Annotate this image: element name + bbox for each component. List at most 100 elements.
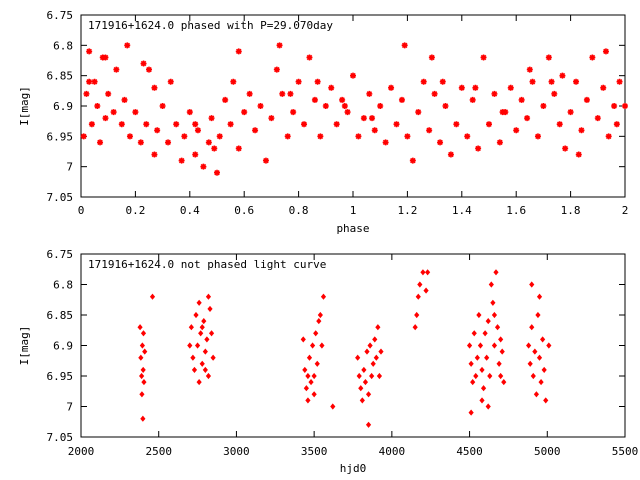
- x-tick-label: 5000: [534, 445, 561, 458]
- data-point: [548, 78, 555, 85]
- data-point: [279, 90, 286, 97]
- data-point: [320, 293, 327, 300]
- data-point: [372, 336, 378, 343]
- data-point: [458, 84, 465, 91]
- data-point: [622, 103, 628, 109]
- data-point: [211, 145, 218, 152]
- data-point: [589, 54, 596, 61]
- data-point: [567, 109, 574, 116]
- x-tick-label: 0: [78, 204, 85, 217]
- data-point: [491, 342, 498, 349]
- data-point: [208, 115, 215, 122]
- data-point: [188, 324, 194, 331]
- data-point: [199, 360, 205, 367]
- data-point: [102, 54, 109, 61]
- data-point: [540, 336, 546, 343]
- data-point: [149, 293, 156, 300]
- data-point: [187, 342, 193, 349]
- x-tick-label: 1.4: [452, 204, 472, 217]
- data-point: [518, 96, 525, 103]
- data-point: [494, 324, 501, 331]
- data-point: [377, 103, 384, 109]
- data-point: [499, 109, 506, 116]
- data-point: [204, 336, 210, 343]
- data-point: [491, 90, 498, 97]
- data-point: [583, 96, 590, 103]
- y-tick-label: 7: [66, 161, 73, 174]
- data-point: [193, 311, 199, 319]
- x-tick-label: 1.2: [397, 204, 417, 217]
- data-point: [602, 48, 609, 55]
- data-point: [137, 139, 144, 146]
- y-tick-label: 6.85: [47, 70, 74, 83]
- data-point: [230, 78, 237, 85]
- data-point: [532, 348, 538, 355]
- data-point: [276, 42, 283, 49]
- data-point: [102, 115, 109, 122]
- data-point: [94, 103, 101, 109]
- data-point: [167, 78, 174, 85]
- data-point: [317, 133, 324, 140]
- data-point: [498, 372, 504, 380]
- x-tick-label: 1.6: [506, 204, 526, 217]
- data-point: [214, 169, 220, 176]
- data-point: [118, 121, 125, 128]
- y-tick-label: 6.95: [47, 130, 74, 143]
- data-point: [198, 330, 204, 337]
- data-point: [137, 324, 143, 331]
- data-point: [227, 121, 234, 128]
- data-point: [235, 48, 242, 55]
- data-point: [205, 293, 212, 300]
- data-point: [479, 397, 485, 404]
- data-point: [356, 372, 362, 380]
- data-point: [447, 151, 454, 158]
- data-point: [311, 391, 317, 398]
- data-point: [306, 354, 313, 361]
- data-point: [526, 342, 532, 349]
- data-point: [466, 342, 473, 349]
- data-point: [578, 127, 585, 134]
- data-point: [477, 342, 484, 349]
- data-point: [314, 78, 321, 85]
- data-point: [192, 121, 199, 128]
- data-point: [382, 139, 389, 146]
- data-point: [190, 354, 196, 361]
- data-point: [468, 360, 474, 367]
- x-axis-label: hjd0: [340, 462, 367, 475]
- data-point: [535, 311, 541, 319]
- data-point: [367, 342, 373, 349]
- data-point: [480, 54, 487, 61]
- data-point: [306, 54, 313, 61]
- data-point: [529, 78, 536, 85]
- data-point: [186, 109, 193, 116]
- y-tick-label: 7: [66, 401, 73, 414]
- x-tick-label: 1.8: [561, 204, 581, 217]
- data-point: [425, 269, 431, 276]
- data-point: [479, 366, 485, 373]
- x-tick-label: 0.6: [234, 204, 254, 217]
- chart-panel-1: 0 0.2 0.4 0.6 0.8 1 1.2 1.4 1.6 1.8 2 6.75 6.8 6.85 6.…: [18, 9, 628, 235]
- data-point: [616, 78, 623, 85]
- data-point: [235, 145, 242, 152]
- data-point: [159, 103, 166, 109]
- data-point: [442, 103, 449, 109]
- data-point: [412, 324, 418, 331]
- x-tick-label: 0.4: [180, 204, 200, 217]
- data-point: [196, 379, 202, 386]
- data-point: [88, 121, 95, 128]
- x-axis-label: phase: [336, 222, 369, 235]
- data-point: [536, 354, 543, 361]
- data-point: [207, 305, 213, 312]
- data-point: [496, 139, 503, 146]
- data-point: [305, 397, 311, 404]
- data-point: [173, 121, 180, 128]
- data-point: [364, 348, 370, 355]
- x-tick-label: 5500: [612, 445, 639, 458]
- data-point: [559, 72, 566, 79]
- data-point: [273, 66, 280, 73]
- y-tick-label: 6.95: [47, 370, 74, 383]
- y-tick-label: 7.05: [47, 431, 74, 444]
- data-point: [139, 342, 145, 349]
- data-point: [530, 372, 536, 380]
